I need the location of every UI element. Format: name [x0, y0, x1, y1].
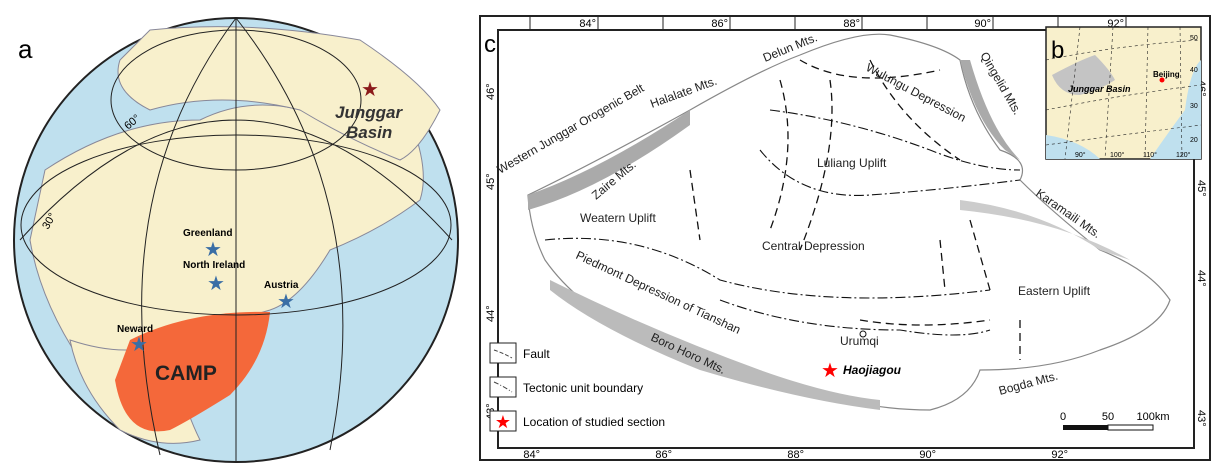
boro-horo-shading [550, 280, 880, 410]
label-weatern-uplift: Weatern Uplift [580, 211, 656, 225]
inset-junggar-label: Junggar Basin [1068, 84, 1131, 94]
panel-c-map: 84° 86° 88° 90° 92° 84° 86° 88° 90° 92° … [479, 15, 1211, 461]
left-lat-label: 44° [485, 305, 497, 322]
top-lon-label: 88° [843, 18, 860, 30]
tectonic-boundaries [544, 109, 1021, 336]
camp-region [115, 311, 270, 432]
legend-star-icon: ★ [495, 412, 511, 432]
qingelid-shading [960, 60, 1020, 160]
label-luliang-uplift: Luliang Uplift [817, 156, 887, 170]
site-north-ireland: North Ireland [183, 260, 245, 271]
top-lon-label: 86° [711, 18, 728, 30]
legend-tectonic-boundary: Tectonic unit boundary [523, 381, 643, 395]
scale-label: 0 [1060, 411, 1066, 423]
bottom-lon-label: 92° [1051, 449, 1068, 461]
right-lat-label: 44° [1195, 270, 1207, 287]
bottom-lon-label: 84° [523, 449, 540, 461]
label-central-depression: Central Depression [762, 239, 865, 253]
basin-label-1: Junggar [335, 103, 403, 122]
continent-north [117, 26, 441, 161]
panel-b-label: b [1051, 37, 1064, 64]
panel-a-globe: a 60° 30° Junggar Basin ★ Greenland ★ No… [13, 17, 459, 463]
inset-lon-label: 100° [1110, 151, 1125, 159]
bottom-lon-label: 88° [787, 449, 804, 461]
label-eastern-uplift: Eastern Uplift [1018, 284, 1091, 298]
scale-label: 50 [1102, 411, 1114, 423]
site-star-icon: ★ [130, 334, 148, 356]
panel-c-label: c [484, 31, 496, 58]
label-haojiagou: Haojiagou [843, 363, 902, 377]
junggar-region [1052, 55, 1115, 95]
basin-label-2: Basin [346, 123, 392, 142]
left-lat-label: 46° [485, 83, 497, 100]
right-lat-label: 45° [1195, 180, 1207, 197]
site-star-icon: ★ [277, 291, 295, 313]
inset-lat-label: 30 [1190, 103, 1198, 110]
panel-b-inset: b Junggar Basin Beijing 90° 100° 110° 12… [1045, 26, 1202, 160]
inset-lon-label: 110° [1143, 151, 1157, 159]
panel-a-label: a [18, 34, 33, 64]
legend-fault: Fault [523, 347, 550, 361]
site-austria: Austria [264, 280, 299, 291]
site-neward: Neward [117, 324, 153, 335]
right-lat-label: 43° [1195, 410, 1207, 427]
scale-label: 100km [1136, 411, 1169, 423]
faults [689, 59, 1021, 360]
left-lat-label: 45° [485, 173, 497, 190]
zaire-mts-shading [528, 110, 690, 210]
urumqi-marker-icon [859, 330, 867, 338]
graticule [19, 17, 453, 462]
legend-section: Location of studied section [523, 415, 665, 429]
label-urumqi: Urumqi [840, 334, 879, 348]
inset-lat-label: 50 [1190, 35, 1198, 42]
inset-lon-label: 120° [1176, 151, 1191, 159]
beijing-marker-icon [1159, 77, 1165, 83]
inset-lon-label: 90° [1075, 151, 1086, 159]
bottom-lon-label: 86° [655, 449, 672, 461]
site-greenland: Greenland [183, 228, 232, 239]
site-star-icon: ★ [207, 273, 225, 295]
inset-lat-label: 20 [1190, 137, 1198, 144]
scale-bar: 0 50 100km [1060, 411, 1170, 431]
inset-lat-label: 40 [1190, 67, 1198, 74]
camp-label: CAMP [155, 362, 217, 385]
legend: Fault Tectonic unit boundary ★ Location … [489, 342, 665, 432]
section-star-icon: ★ [821, 360, 839, 382]
top-lon-label: 84° [579, 18, 596, 30]
site-star-icon: ★ [204, 239, 222, 261]
inset-beijing-label: Beijing [1153, 70, 1180, 79]
junggar-star-icon: ★ [361, 79, 379, 101]
top-lon-label: 90° [974, 18, 991, 30]
bottom-lon-label: 90° [919, 449, 936, 461]
karamaili-shading [960, 200, 1130, 260]
